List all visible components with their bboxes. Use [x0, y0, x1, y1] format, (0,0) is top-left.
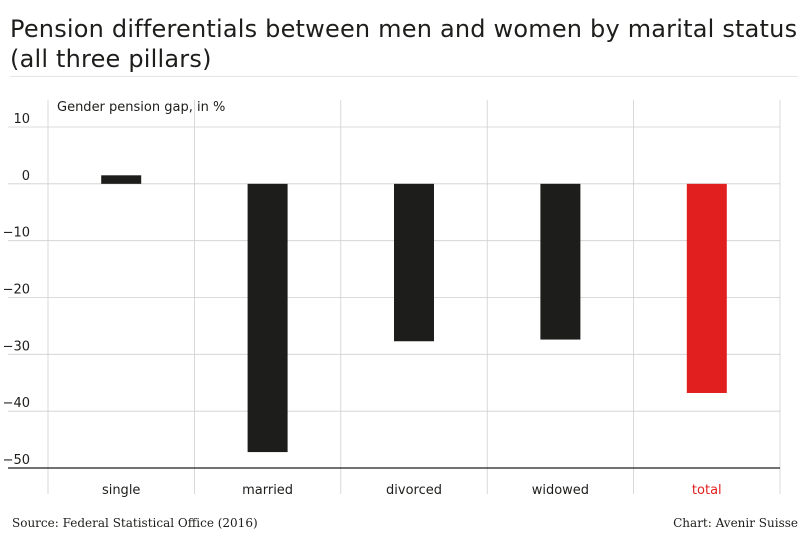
bar-divorced: [394, 183, 434, 342]
title-divider: [10, 76, 798, 77]
grid-layer: [8, 100, 781, 494]
bar-widowed: [540, 183, 581, 340]
chart-title-line-2: (all three pillars): [10, 45, 212, 73]
x-tick-label-divorced: divorced: [386, 483, 442, 498]
y-axis-label: Gender pension gap, in %: [57, 100, 226, 115]
x-tick-label-single: single: [102, 483, 141, 498]
chart-credit: Chart: Avenir Suisse: [673, 516, 798, 530]
x-tick-label-widowed: widowed: [532, 483, 589, 498]
bar-married: [247, 183, 288, 453]
y-tick-label: −20: [3, 283, 30, 298]
bar-total: [686, 183, 727, 393]
y-tick-label: 10: [13, 112, 30, 127]
bar-single: [101, 175, 142, 184]
y-tick-label: −30: [3, 339, 30, 354]
bars-layer: [101, 175, 727, 453]
axis-layer: 10 0 −10 −20 −30 −40 −50 single married divorced w…: [3, 112, 780, 498]
y-tick-label: −40: [3, 396, 30, 411]
x-tick-label-total: total: [692, 483, 722, 498]
y-tick-label: −50: [3, 453, 30, 468]
chart-title-line-1: Pension differentials between men and wo…: [10, 15, 798, 43]
chart-title: Pension differentials between men and wo…: [10, 14, 800, 74]
x-tick-label-married: married: [242, 483, 293, 498]
y-tick-label: 0: [22, 169, 30, 184]
source-note: Source: Federal Statistical Office (2016…: [12, 516, 258, 530]
y-tick-label: −10: [3, 226, 30, 241]
